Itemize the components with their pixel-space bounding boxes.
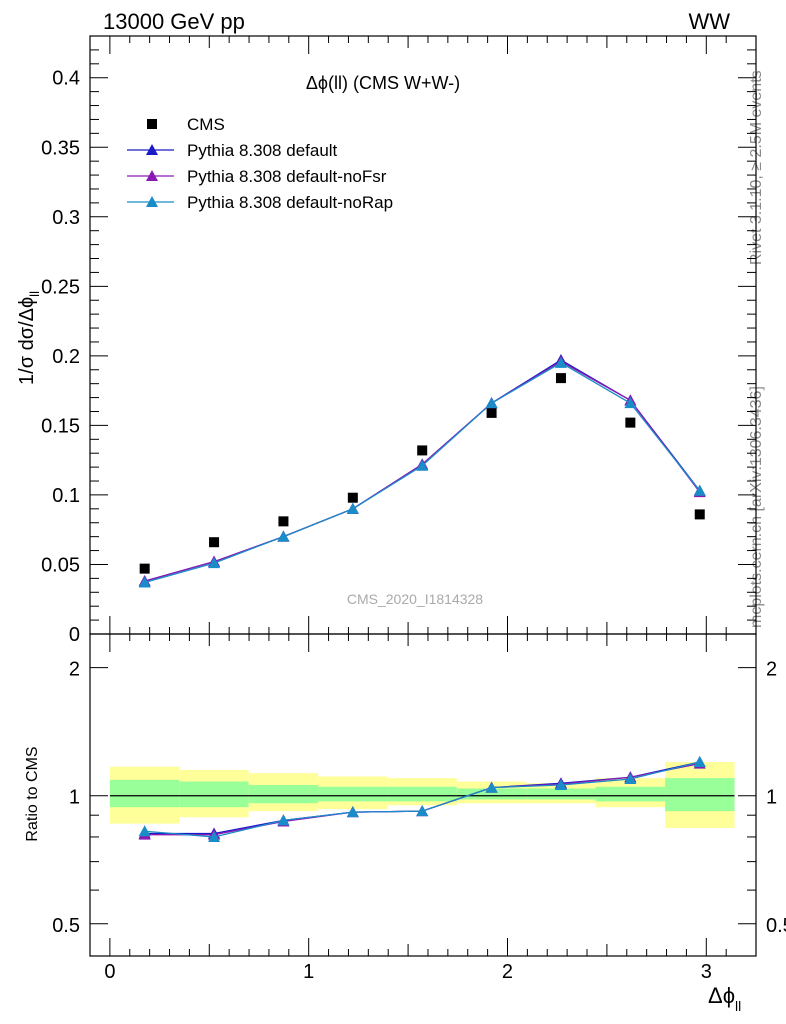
legend-label: Pythia 8.308 default-noRap: [187, 193, 393, 212]
x-tick-label: 3: [701, 961, 712, 983]
data-point-3: [208, 557, 221, 569]
data-point-3: [277, 530, 290, 542]
data-point-3: [693, 484, 706, 496]
y-tick-label: 0.4: [52, 68, 80, 90]
y-tick-label: 0.5: [52, 915, 80, 937]
y-tick-label: 0.1: [52, 485, 80, 507]
legend-label: Pythia 8.308 default-noFsr: [187, 167, 387, 186]
data-point-cms: [694, 509, 705, 520]
ratio-point-2: [485, 781, 498, 793]
ratio-band-inner: [665, 778, 735, 812]
legend-marker: [146, 144, 158, 155]
ratio-band-inner: [595, 786, 666, 802]
ratio-plot-panel: 0 1 2 3 0.5 0.5 1 1 2 2: [52, 36, 786, 983]
data-point-cms: [347, 492, 358, 503]
x-tick-label: 0: [104, 961, 115, 983]
plot-title: Δϕ(ll) (CMS W+W-): [306, 73, 460, 93]
data-point-3: [138, 576, 151, 588]
data-point-cms: [417, 445, 428, 456]
y-tick-label-right: 0.5: [766, 915, 786, 937]
x-tick-label: 1: [303, 961, 314, 983]
y-tick-label-right: 2: [766, 659, 777, 681]
ratio-band-inner: [109, 779, 180, 808]
y-tick-label: 0.2: [52, 346, 80, 368]
header-left: 13000 GeV pp: [103, 9, 245, 34]
ratio-point-2: [693, 756, 706, 768]
ratio-band-inner: [179, 781, 249, 808]
ratio-point-2: [208, 830, 221, 842]
ratio-point-2: [138, 825, 151, 837]
watermark: CMS_2020_I1814328: [347, 591, 483, 607]
data-point-cms: [486, 407, 497, 418]
ratio-plot-frame: [89, 633, 757, 957]
ratio-band-inner: [318, 786, 388, 802]
y-tick-label: 0.25: [41, 276, 80, 298]
series-line-3: [144, 362, 701, 584]
data-point-3: [624, 397, 637, 409]
y-tick-label-right: 1: [766, 787, 777, 809]
header-right: WW: [688, 9, 730, 34]
data-point-3: [416, 459, 429, 471]
data-point-3: [485, 397, 498, 409]
ratio-point-2: [416, 805, 429, 817]
data-point-cms: [209, 537, 220, 548]
data-point-3: [346, 502, 359, 514]
x-axis-label: Δϕll: [708, 983, 741, 1014]
y-tick-label: 0.05: [41, 554, 80, 576]
ratio-band-inner: [456, 788, 527, 800]
ratio-point-2: [277, 814, 290, 826]
legend-marker: [146, 196, 158, 207]
ratio-point-2: [554, 778, 567, 790]
ratio-point-2: [624, 772, 637, 784]
data-point-cms: [555, 373, 566, 384]
y-tick-label: 0: [69, 624, 80, 646]
y-tick-label: 2: [69, 659, 80, 681]
legend-label: Pythia 8.308 default: [187, 141, 338, 160]
legend-marker: [147, 119, 157, 129]
y-tick-label: 0.35: [41, 137, 80, 159]
y-tick-label: 0.3: [52, 207, 80, 229]
x-tick-label: 2: [502, 961, 513, 983]
ratio-band-inner: [526, 788, 596, 800]
y-axis-label-bottom: Ratio to CMS: [24, 746, 41, 841]
data-point-cms: [139, 563, 150, 574]
ratio-band-inner: [248, 784, 319, 804]
y-axis-label-top: 1/σ dσ/Δϕll: [16, 291, 42, 385]
ratio-band-inner: [387, 786, 457, 802]
y-tick-label: 0.15: [41, 415, 80, 437]
main-plot-panel: 0 0.05 0.1 0.15 0.2 0.25 0.3 0.35 0.4 CMS Pythia 8…: [41, 35, 757, 646]
ratio-point-2: [346, 806, 359, 818]
data-point-cms: [278, 516, 289, 527]
data-point-3: [554, 356, 567, 368]
data-point-cms: [625, 417, 636, 428]
y-tick-label: 1: [69, 787, 80, 809]
legend-label: CMS: [187, 115, 225, 134]
legend-marker: [146, 170, 158, 181]
